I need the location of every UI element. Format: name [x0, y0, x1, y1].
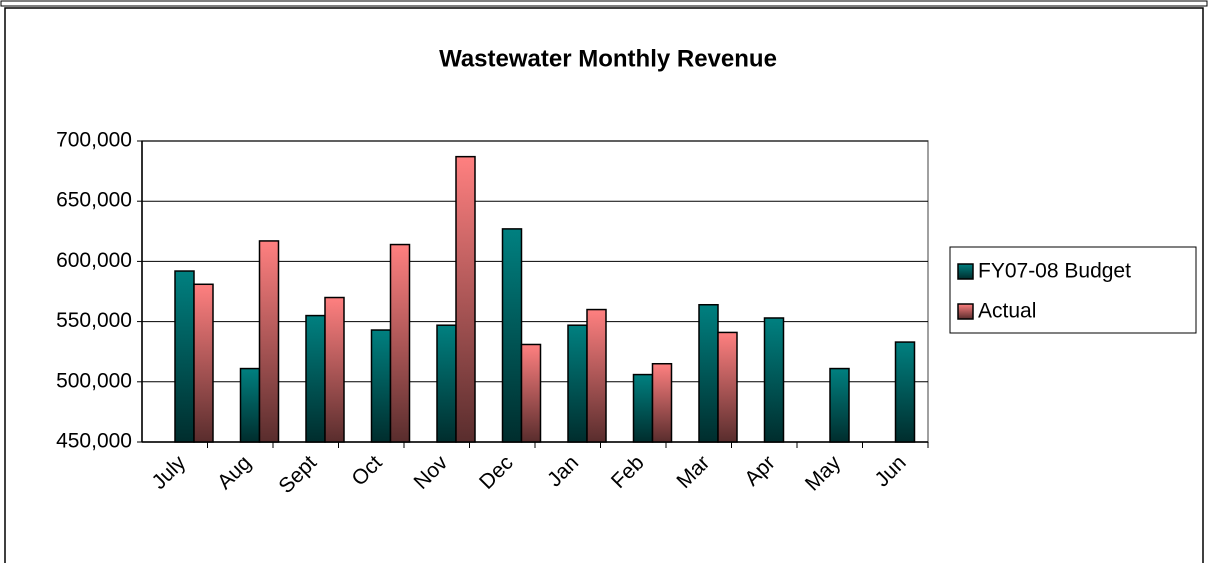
bar: [894, 341, 916, 443]
bar: [258, 240, 280, 443]
bar: [698, 303, 719, 443]
y-tick-label: 700,000: [56, 129, 132, 152]
bar: [193, 283, 214, 443]
bar: [717, 331, 738, 443]
bar: [370, 329, 392, 443]
y-tick-label: 650,000: [56, 189, 132, 212]
bar: [520, 343, 542, 443]
y-tick-label: 500,000: [56, 369, 132, 392]
bar: [829, 367, 850, 443]
y-tick-label: 550,000: [56, 309, 132, 332]
bar: [586, 308, 607, 443]
y-tick-label: 600,000: [56, 249, 132, 272]
bar: [174, 270, 195, 443]
legend-label: FY07-08 Budget: [978, 260, 1131, 283]
bar: [567, 324, 588, 443]
chart-title: Wastewater Monthly Revenue: [439, 45, 777, 72]
bar: [763, 317, 785, 443]
bar: [324, 296, 345, 443]
legend-box: [949, 246, 1197, 334]
legend-label: Actual: [978, 300, 1036, 323]
y-tick-label: 450,000: [56, 430, 132, 453]
bar: [651, 362, 673, 443]
bar: [389, 243, 411, 443]
bar: [455, 155, 476, 443]
legend-swatch: [957, 263, 974, 280]
bar: [501, 228, 523, 443]
bar: [436, 324, 457, 443]
bar: [239, 367, 261, 443]
bar: [305, 314, 326, 443]
legend-swatch: [957, 303, 974, 320]
frame-top: [0, 0, 1208, 7]
bar: [632, 373, 654, 443]
